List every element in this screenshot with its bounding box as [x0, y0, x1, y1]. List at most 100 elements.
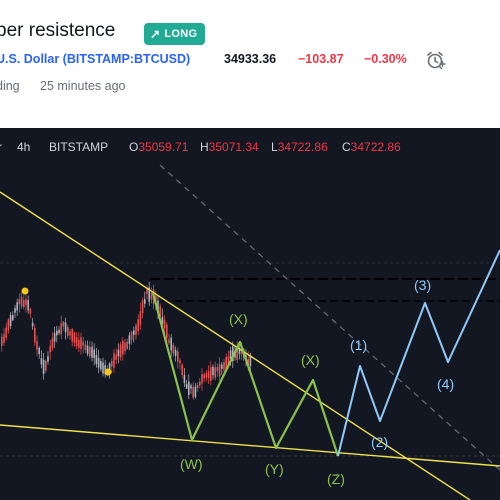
idea-status: ding: [0, 79, 20, 93]
candle-body: [148, 287, 150, 302]
candle-body: [203, 374, 205, 379]
candle-body: [49, 346, 51, 353]
marker-dot: [21, 287, 29, 295]
candle-body: [31, 322, 34, 327]
last-price: 34933.36: [224, 52, 277, 66]
candle-body: [135, 325, 137, 335]
legend-exchange: BITSTAMP: [49, 140, 109, 154]
wave-label-2: (2): [371, 434, 388, 450]
candle-body: [62, 321, 65, 327]
candle-body: [201, 374, 203, 384]
candle-body: [86, 345, 89, 355]
legend-open: O35059.71: [129, 140, 189, 154]
candle-body: [3, 334, 5, 343]
candle-body: [117, 349, 120, 357]
blue-wave-path: [337, 249, 500, 457]
candle-body: [91, 346, 93, 358]
long-badge: ↗ LONG: [144, 23, 206, 45]
candle-body: [18, 299, 21, 305]
chart-canvas[interactable]: (W) (X) (Y) (X) (Z) (1) (2) (3) (4): [0, 128, 500, 500]
candle-body: [199, 381, 201, 386]
candle-body: [12, 315, 14, 321]
legend-interval[interactable]: 4h: [17, 140, 31, 154]
idea-title: per resistence: [0, 20, 116, 41]
candle-body: [210, 367, 212, 382]
candle-body: [45, 360, 47, 371]
arrow-up-right-icon: ↗: [150, 27, 161, 41]
candle-body: [23, 299, 25, 308]
candle-body: [97, 357, 100, 368]
candle-body: [247, 359, 249, 365]
price-change-percent: −0.30%: [364, 52, 407, 66]
candle-body: [249, 355, 252, 366]
candle-body: [126, 341, 128, 349]
wave-label-1: (1): [350, 337, 367, 353]
candle-body: [128, 335, 131, 344]
candle-body: [111, 361, 113, 367]
candle-body: [159, 306, 161, 317]
candle-body: [100, 361, 102, 370]
candle-body: [214, 367, 216, 378]
candle-body: [36, 341, 38, 350]
candle-body: [69, 331, 71, 336]
candle-body: [174, 349, 177, 356]
legend-symbol-suffix: r: [0, 140, 2, 154]
legend-low: L34722.86: [271, 140, 328, 154]
wave-label-x1: (X): [229, 311, 248, 327]
idea-header: per resistence ↗ LONG U.S. Dollar (BITST…: [0, 0, 500, 128]
projection-line: [159, 164, 500, 471]
alarm-clock-icon[interactable]: [424, 49, 446, 71]
candle-body: [58, 329, 60, 334]
candle-body: [89, 346, 91, 357]
candle-body: [80, 337, 82, 349]
legend-high: H35071.34: [200, 140, 259, 154]
chart-plot: (W) (X) (Y) (X) (Z) (1) (2) (3) (4): [0, 164, 500, 500]
candle-body: [20, 296, 23, 307]
published-time: 25 minutes ago: [40, 79, 126, 93]
candle-body: [27, 300, 29, 311]
green-wave-path: [151, 292, 340, 457]
candle-body: [42, 359, 45, 374]
candle-body: [238, 348, 241, 354]
candle-body: [130, 331, 133, 340]
candle-body: [150, 293, 153, 300]
candle-body: [170, 337, 172, 351]
candle-body: [7, 319, 10, 331]
candle-body: [67, 326, 69, 336]
candle-body: [212, 366, 214, 376]
candle-body: [216, 366, 219, 372]
candle-body: [5, 327, 7, 338]
candle-body: [221, 364, 223, 369]
candle-body: [139, 311, 142, 325]
candle-body: [181, 364, 183, 376]
wave-label-4: (4): [437, 376, 454, 392]
candle-body: [229, 350, 232, 359]
candle-body: [47, 356, 49, 362]
candle-body: [124, 342, 126, 352]
candle-body: [93, 349, 95, 359]
candle-body: [71, 328, 73, 342]
candle-body: [95, 355, 98, 364]
candle-body: [168, 339, 170, 344]
candle-body: [73, 332, 76, 343]
wave-label-w: (W): [180, 456, 203, 472]
wave-label-3: (3): [414, 277, 431, 293]
symbol-link[interactable]: U.S. Dollar (BITSTAMP:BTCUSD): [0, 52, 191, 66]
candle-body: [227, 356, 230, 365]
candle-body: [185, 383, 188, 389]
candle-body: [29, 309, 32, 314]
candle-body: [205, 373, 208, 378]
candle-body: [25, 299, 27, 306]
candle-body: [194, 386, 197, 397]
resistance-trendline: [0, 191, 471, 500]
support-trendline: [0, 424, 500, 467]
candle-body: [1, 337, 3, 346]
candles: [1, 281, 252, 400]
candle-body: [82, 341, 84, 346]
candle-body: [51, 338, 54, 349]
candle-body: [166, 324, 168, 339]
candle-body: [104, 365, 106, 375]
candle-body: [133, 330, 135, 335]
candle-body: [141, 300, 144, 314]
candle-body: [38, 347, 40, 355]
